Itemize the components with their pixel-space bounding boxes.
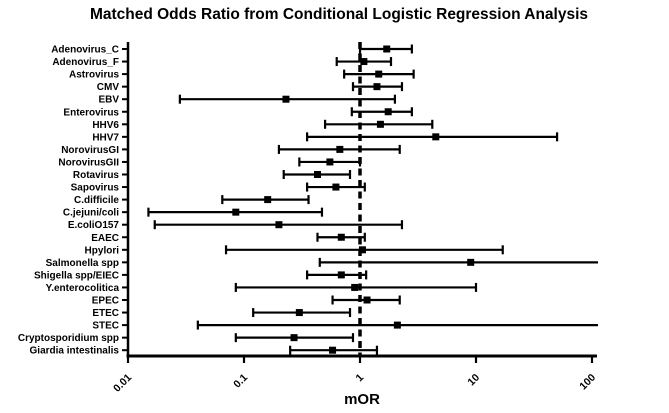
point-estimate-marker	[467, 258, 475, 266]
row-label: CMV	[97, 82, 120, 93]
x-tick-label: 100	[577, 372, 598, 393]
forest-row: Cryptosporidium spp	[18, 333, 355, 344]
row-label: Adenovirus_F	[52, 57, 119, 68]
forest-row: Hpylori	[85, 245, 504, 256]
row-label: Enterovirus	[63, 107, 119, 118]
row-label: Y.enterocolitica	[46, 283, 120, 294]
point-estimate-marker	[360, 58, 368, 66]
row-label: ETEC	[92, 308, 119, 319]
row-label: Rotavirus	[73, 170, 120, 181]
point-estimate-marker	[384, 108, 392, 116]
axes: 0.01 0.1 1 10 100	[111, 42, 598, 395]
forest-row: C.jejuni/coli	[63, 207, 324, 219]
x-tick-label: 10	[465, 372, 482, 389]
forest-row: Adenovirus_C	[51, 44, 413, 56]
point-estimate-marker	[383, 45, 391, 53]
point-estimate-marker	[351, 283, 359, 291]
row-label: Astrovirus	[69, 70, 119, 81]
forest-row: EPEC	[92, 295, 401, 307]
point-estimate-marker	[358, 246, 366, 254]
forest-row: Salmonella spp	[46, 257, 598, 269]
point-estimate-marker	[375, 70, 383, 78]
row-label: EBV	[98, 95, 119, 106]
chart-title: Matched Odds Ratio from Conditional Logi…	[90, 6, 588, 23]
row-label: HHV7	[92, 132, 119, 143]
row-label: EAEC	[91, 233, 119, 244]
point-estimate-marker	[313, 171, 321, 178]
forest-row: Enterovirus	[63, 107, 413, 118]
forest-row: CMV	[97, 82, 404, 93]
forest-row: Astrovirus	[69, 69, 415, 81]
forest-row: Shigella spp/EIEC	[34, 270, 368, 281]
forest-row: Adenovirus_F	[52, 57, 393, 68]
point-estimate-marker	[337, 271, 345, 279]
row-label: Giardia intestinalis	[30, 346, 120, 357]
forest-row: EAEC	[91, 232, 366, 244]
x-tick-label: 1	[354, 372, 367, 385]
x-tick-label: 0.1	[231, 372, 250, 391]
forest-row: Giardia intestinalis	[30, 345, 379, 357]
row-label: Sapovirus	[71, 183, 120, 194]
forest-row: EBV	[98, 94, 397, 106]
row-label: Shigella spp/EIEC	[34, 270, 119, 281]
point-estimate-marker	[326, 158, 334, 166]
forest-row: Sapovirus	[71, 182, 366, 194]
forest-row: NorovirusGII	[58, 157, 362, 168]
point-estimate-marker	[264, 196, 272, 204]
point-estimate-marker	[336, 145, 344, 153]
row-label: NorovirusGI	[61, 145, 119, 156]
forest-row: STEC	[92, 320, 598, 332]
row-label: EPEC	[92, 296, 119, 307]
point-estimate-marker	[332, 183, 340, 191]
point-estimate-marker	[432, 133, 440, 141]
forest-row: E.coliO157	[68, 220, 404, 231]
x-tick-label: 0.01	[111, 372, 134, 395]
point-estimate-marker	[363, 296, 371, 304]
point-estimate-marker	[337, 233, 345, 241]
point-estimate-marker	[329, 346, 337, 354]
point-estimate-marker	[393, 321, 401, 329]
forest-row: Y.enterocolitica	[46, 282, 478, 294]
row-label: Salmonella spp	[46, 258, 119, 269]
forest-row: HHV7	[92, 132, 559, 143]
point-estimate-marker	[373, 83, 381, 91]
point-estimate-marker	[232, 208, 240, 216]
forest-row: NorovirusGI	[61, 144, 401, 156]
point-estimate-marker	[376, 120, 384, 128]
point-estimate-marker	[275, 221, 283, 229]
row-label: Adenovirus_C	[51, 45, 119, 56]
point-estimate-marker	[282, 95, 290, 103]
x-axis-label: mOR	[344, 391, 380, 408]
forest-row: HHV6	[92, 119, 434, 131]
row-label: Hpylori	[85, 245, 120, 256]
forest-row: ETEC	[92, 308, 352, 319]
row-label: Cryptosporidium spp	[18, 333, 119, 344]
row-label: C.difficile	[74, 195, 119, 206]
row-label: NorovirusGII	[58, 157, 119, 168]
row-label: C.jejuni/coli	[63, 208, 119, 219]
point-estimate-marker	[295, 309, 303, 317]
row-label: E.coliO157	[68, 220, 120, 231]
point-estimate-marker	[290, 334, 298, 342]
forest-row: C.difficile	[74, 195, 310, 206]
forest-row: Rotavirus	[73, 170, 352, 181]
row-label: HHV6	[92, 120, 119, 131]
row-label: STEC	[92, 321, 119, 332]
